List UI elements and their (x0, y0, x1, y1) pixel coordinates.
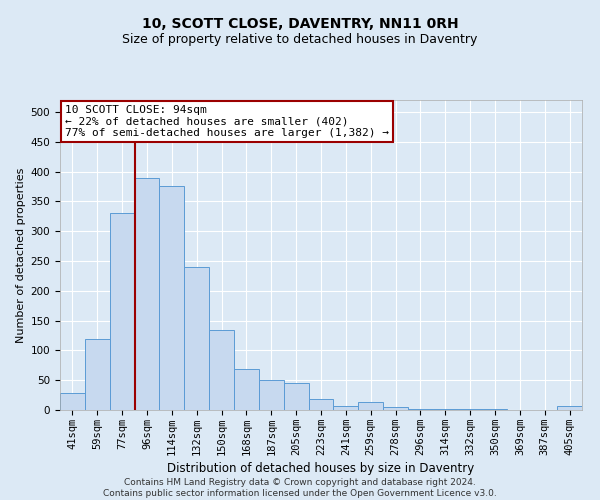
Bar (284, 383, 308, 410)
Bar (259, 380, 284, 410)
Bar (60, 394, 85, 410)
Bar (408, 409, 433, 410)
Bar (358, 402, 383, 410)
Text: 10 SCOTT CLOSE: 94sqm
← 22% of detached houses are smaller (402)
77% of semi-det: 10 SCOTT CLOSE: 94sqm ← 22% of detached … (65, 104, 389, 138)
Bar (308, 400, 334, 410)
Text: 10, SCOTT CLOSE, DAVENTRY, NN11 0RH: 10, SCOTT CLOSE, DAVENTRY, NN11 0RH (142, 18, 458, 32)
X-axis label: Distribution of detached houses by size in Daventry: Distribution of detached houses by size … (167, 462, 475, 475)
Bar (85, 339, 110, 410)
Text: Size of property relative to detached houses in Daventry: Size of property relative to detached ho… (122, 32, 478, 46)
Bar (209, 330, 234, 410)
Bar (134, 178, 160, 410)
Bar (160, 186, 184, 410)
Bar (334, 406, 358, 410)
Text: Contains HM Land Registry data © Crown copyright and database right 2024.
Contai: Contains HM Land Registry data © Crown c… (103, 478, 497, 498)
Bar (557, 406, 582, 410)
Bar (184, 267, 209, 410)
Bar (110, 214, 134, 410)
Bar (383, 407, 408, 410)
Y-axis label: Number of detached properties: Number of detached properties (16, 168, 26, 342)
Bar (234, 370, 259, 410)
